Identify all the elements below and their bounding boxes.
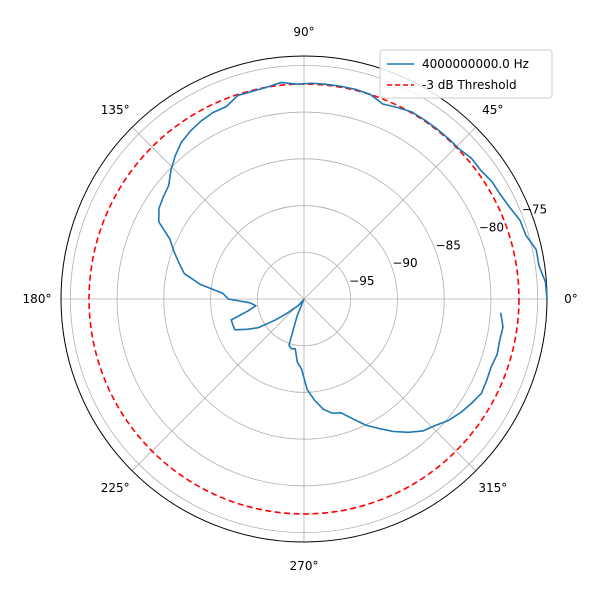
theta-tick-label-5: 225° xyxy=(101,481,130,495)
legend-label-series-2: -3 dB Threshold xyxy=(422,78,517,92)
legend-box xyxy=(379,49,553,99)
grid-layer xyxy=(60,55,548,543)
r-tick-label-1: −90 xyxy=(392,256,417,270)
theta-tick-label-0: 0° xyxy=(564,292,578,306)
theta-gridline-7 xyxy=(303,298,477,472)
theta-tick-label-2: 90° xyxy=(293,25,314,39)
r-tick-label-0: −95 xyxy=(349,274,374,288)
theta-tick-label-3: 135° xyxy=(101,103,130,117)
legend: 4000000000.0 Hz -3 dB Threshold xyxy=(379,49,553,99)
legend-label-series-1: 4000000000.0 Hz xyxy=(422,57,529,71)
data-layer xyxy=(88,81,548,515)
theta-gridline-5 xyxy=(131,298,305,472)
r-tick-label-3: −80 xyxy=(479,220,504,234)
r-tick-label-2: −85 xyxy=(436,238,461,252)
theta-tick-label-4: 180° xyxy=(23,292,52,306)
theta-tick-label-6: 270° xyxy=(290,559,319,573)
r-tick-label-4: −75 xyxy=(522,203,547,217)
theta-tick-label-7: 315° xyxy=(478,481,507,495)
theta-gridline-1 xyxy=(303,126,477,300)
label-layer: 0° 45° 90° 135° 180° 225° 270° 315° −95 −90 −85 −80… xyxy=(23,25,578,573)
theta-tick-label-1: 45° xyxy=(482,103,503,117)
series-pattern-line xyxy=(157,81,548,434)
theta-gridline-3 xyxy=(131,126,305,300)
